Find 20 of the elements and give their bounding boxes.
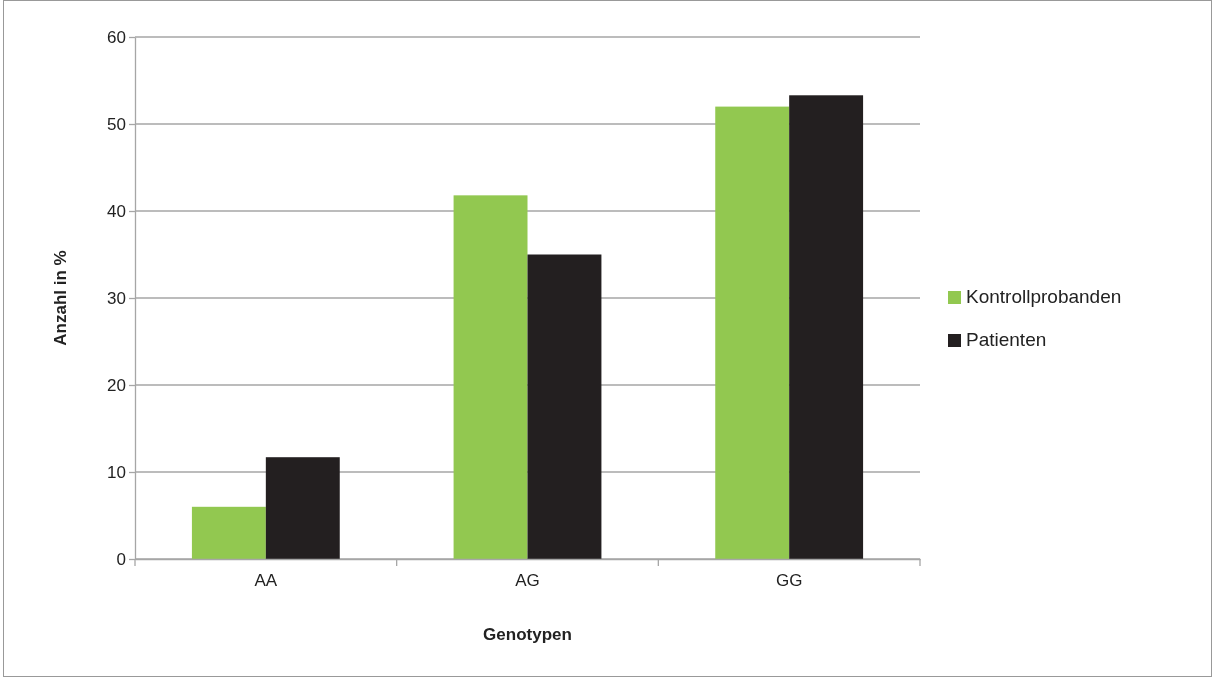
bar xyxy=(191,506,266,559)
legend-label: Patienten xyxy=(966,329,1047,350)
bar xyxy=(453,195,528,559)
y-tick-label: 30 xyxy=(107,288,126,308)
bar xyxy=(265,457,340,559)
y-tick-label: 20 xyxy=(107,375,126,395)
x-tick-label: AA xyxy=(254,570,278,590)
y-axis-title: Anzahl in % xyxy=(51,250,70,346)
y-tick-label: 60 xyxy=(107,27,126,47)
x-tick-label: AG xyxy=(515,570,540,590)
x-axis-title: Genotypen xyxy=(483,625,572,644)
bar xyxy=(527,254,602,559)
bar xyxy=(715,106,790,559)
legend-label: Kontrollprobanden xyxy=(966,286,1122,307)
y-tick-label: 40 xyxy=(107,201,126,221)
x-tick-label: GG xyxy=(775,570,803,590)
bar xyxy=(789,95,864,559)
y-tick-label: 50 xyxy=(107,114,126,134)
y-tick-label: 0 xyxy=(116,549,126,569)
y-tick-label: 10 xyxy=(107,462,126,482)
